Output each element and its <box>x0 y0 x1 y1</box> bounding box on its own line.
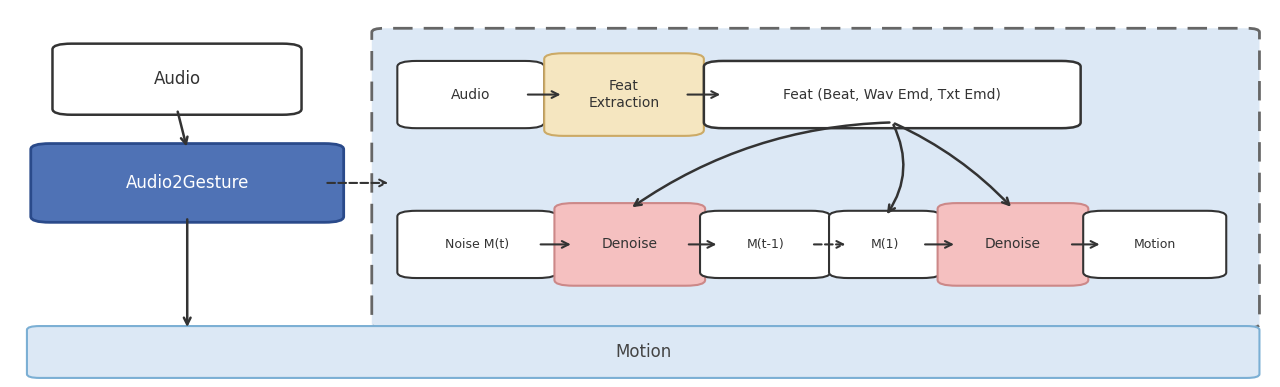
FancyBboxPatch shape <box>829 211 941 278</box>
Text: Feat
Extraction: Feat Extraction <box>589 79 659 110</box>
Text: M(1): M(1) <box>870 238 900 251</box>
FancyBboxPatch shape <box>544 53 704 136</box>
FancyBboxPatch shape <box>31 144 344 222</box>
FancyBboxPatch shape <box>27 326 1260 378</box>
FancyBboxPatch shape <box>397 61 544 128</box>
Text: Noise M(t): Noise M(t) <box>445 238 509 251</box>
FancyBboxPatch shape <box>937 203 1088 286</box>
FancyBboxPatch shape <box>397 211 557 278</box>
FancyBboxPatch shape <box>554 203 705 286</box>
Text: Audio2Gesture: Audio2Gesture <box>125 174 248 192</box>
Text: Audio: Audio <box>451 87 490 101</box>
Text: Motion: Motion <box>1134 238 1176 251</box>
Text: Motion: Motion <box>616 343 671 361</box>
FancyBboxPatch shape <box>52 44 302 115</box>
FancyBboxPatch shape <box>371 28 1260 328</box>
FancyBboxPatch shape <box>700 211 831 278</box>
FancyBboxPatch shape <box>1083 211 1226 278</box>
FancyBboxPatch shape <box>704 61 1080 128</box>
Text: M(t-1): M(t-1) <box>746 238 785 251</box>
Text: Audio: Audio <box>154 70 201 88</box>
Text: Denoise: Denoise <box>984 237 1041 252</box>
Text: Feat (Beat, Wav Emd, Txt Emd): Feat (Beat, Wav Emd, Txt Emd) <box>783 87 1001 101</box>
Text: Denoise: Denoise <box>602 237 658 252</box>
